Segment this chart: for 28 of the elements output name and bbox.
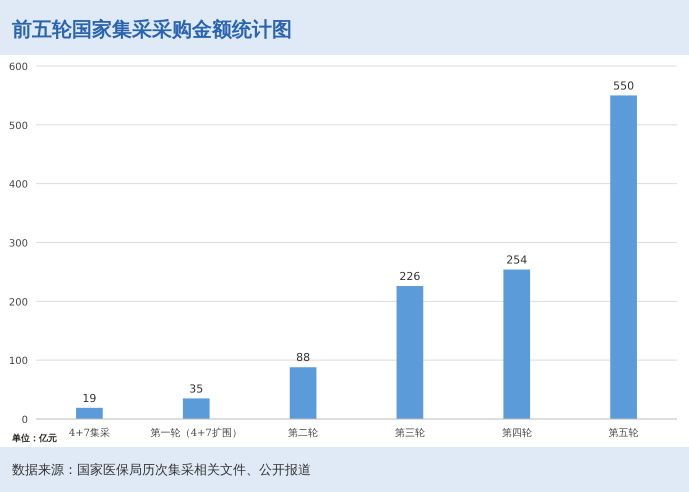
- data-label: 226: [399, 270, 420, 284]
- data-label: 88: [296, 351, 310, 364]
- bar: [610, 95, 637, 419]
- x-tick-label: 第三轮: [394, 427, 425, 439]
- y-tick-label: 100: [8, 356, 28, 368]
- bar: [396, 286, 424, 419]
- data-label: 254: [506, 254, 528, 267]
- x-tick-label: 4+7集采: [68, 427, 110, 439]
- x-tick-label: 第一轮（4+7扩围）: [150, 427, 242, 439]
- y-tick-label: 500: [8, 120, 28, 132]
- data-label: 550: [613, 79, 634, 92]
- chart-title: 前五轮国家集采采购金额统计图: [11, 17, 292, 41]
- bar: [76, 408, 103, 419]
- y-tick-label: 400: [8, 180, 28, 191]
- y-tick-label: 0: [22, 415, 28, 426]
- data-label: 35: [189, 382, 204, 396]
- bar: [182, 398, 210, 419]
- x-tick-label: 第二轮: [288, 427, 318, 439]
- y-tick-label: 300: [8, 238, 28, 250]
- y-tick-label: 600: [8, 62, 28, 73]
- x-tick-label: 第四轮: [502, 427, 532, 439]
- bar: [290, 367, 316, 419]
- x-tick-label: 第五轮: [608, 427, 639, 439]
- data-label: 19: [82, 392, 96, 405]
- bar: [503, 270, 530, 419]
- text: 单位：亿元: [11, 433, 57, 444]
- y-tick-label: 200: [8, 297, 28, 308]
- source-note: 数据来源：国家医保局历次集采相关文件、公开报道: [12, 462, 311, 478]
